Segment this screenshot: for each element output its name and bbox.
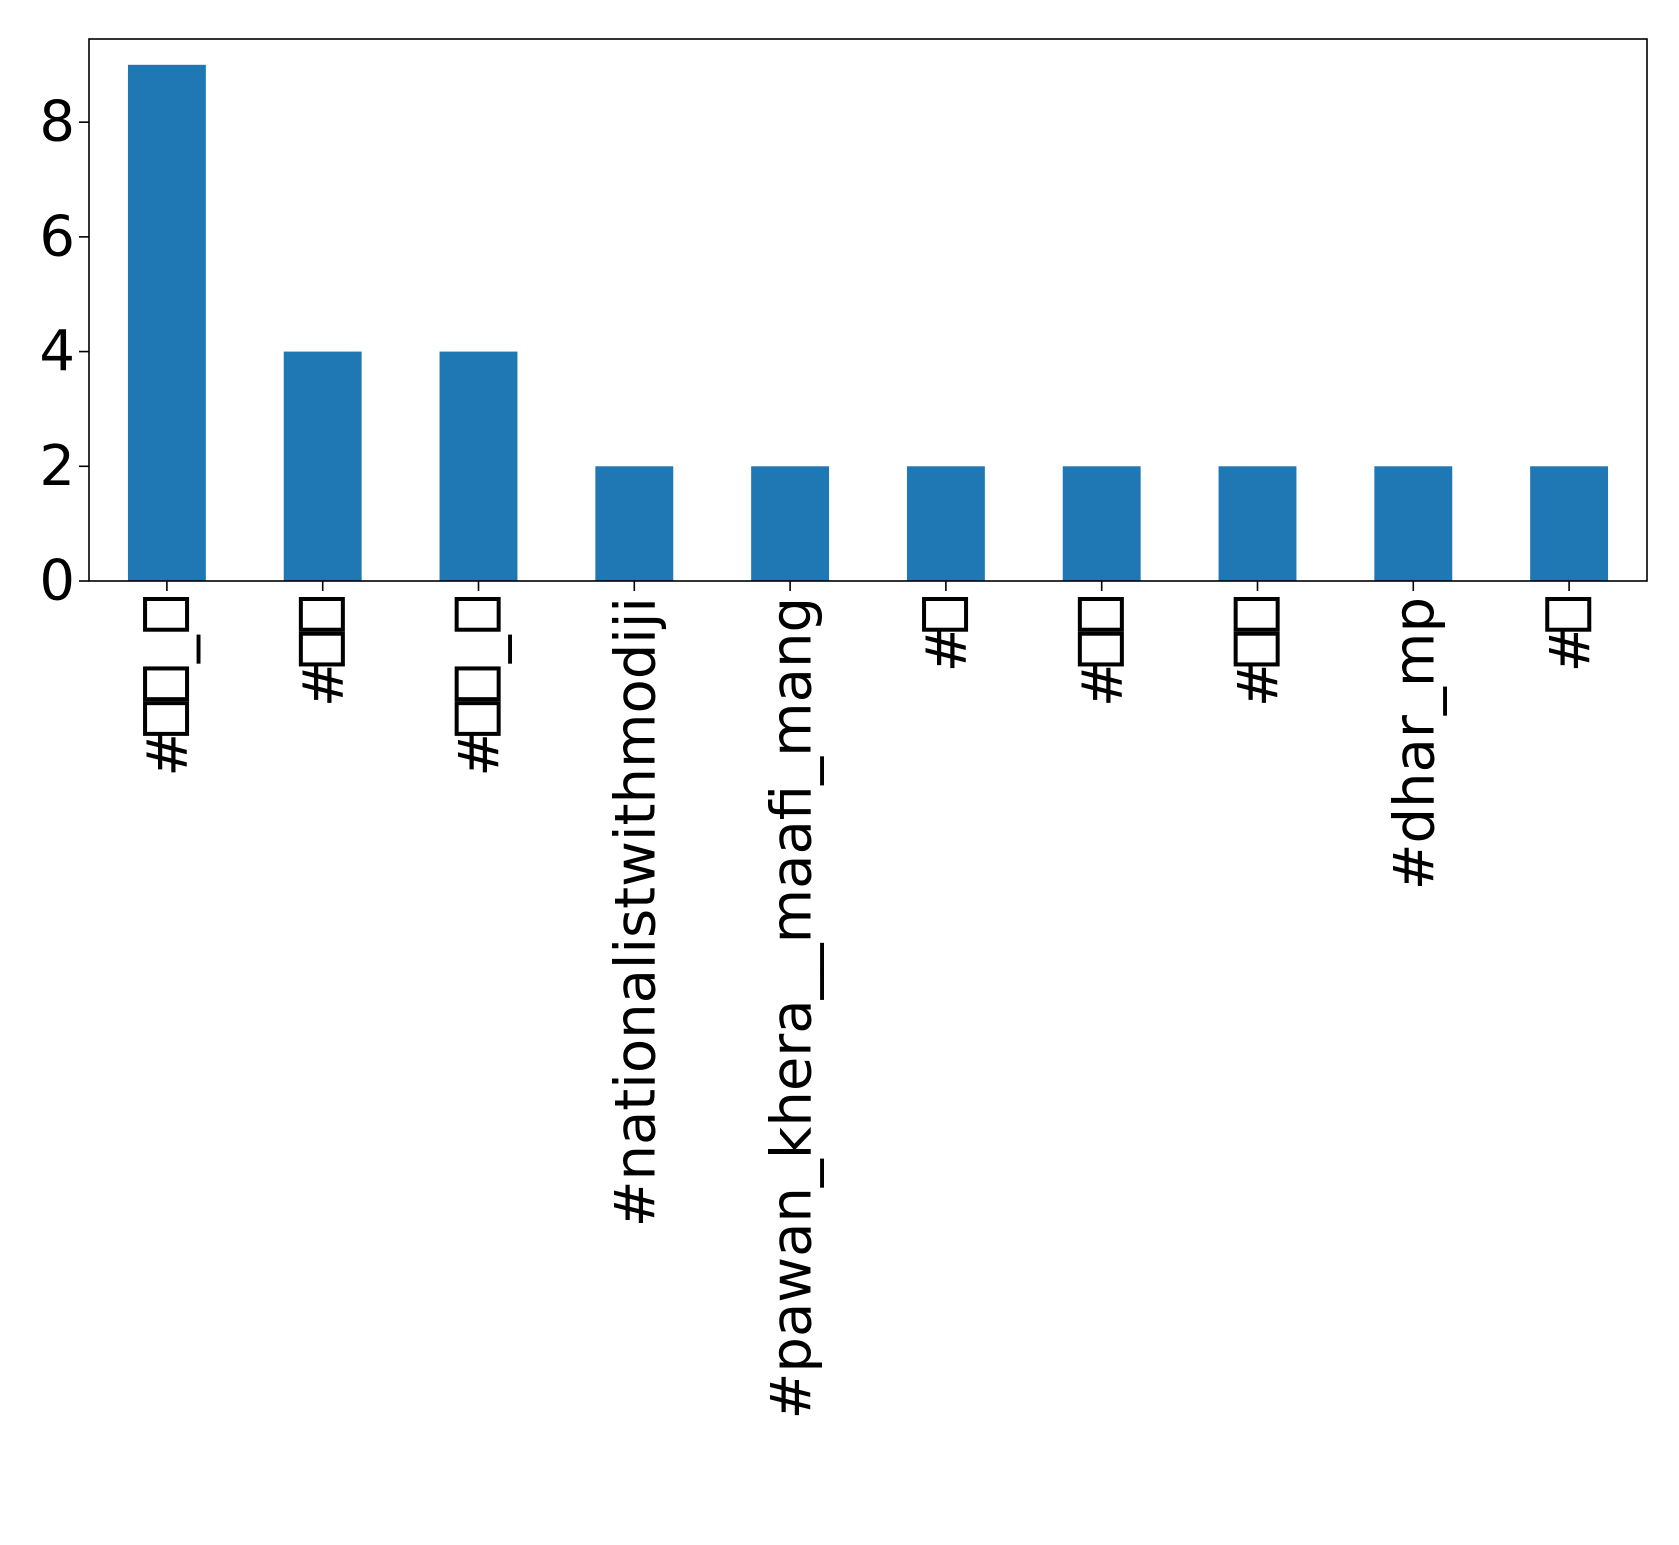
bar-5 [906, 466, 985, 581]
bar-8 [1374, 466, 1453, 581]
x-tick-label: #▯▯# [1071, 597, 1136, 707]
x-tick-label-glyph: # [915, 626, 980, 673]
x-axis: #▯▯_▯#_ #▯▯# #▯▯_▯#_ #nationalistwithmodiji… [136, 581, 1603, 1419]
x-tick-label-glyph: # [1538, 626, 1603, 673]
y-tick-label: 4 [39, 319, 75, 384]
missing-glyph-box [143, 597, 190, 632]
y-tick-label: 0 [39, 549, 75, 614]
bar-0 [127, 64, 206, 582]
missing-glyph-box [454, 701, 501, 736]
missing-glyph-box [143, 666, 190, 702]
x-tick-label: #▯▯_▯#_ [136, 597, 201, 777]
bars [127, 64, 1609, 582]
missing-glyph-box [298, 597, 345, 632]
x-tick-label: #▯▯# [292, 597, 357, 707]
x-tick-label-glyph: _ [136, 634, 201, 664]
y-tick-label: 6 [39, 204, 75, 269]
x-tick-label: #pawan_khera__maafi_mang [759, 597, 824, 1419]
bar-4 [751, 466, 830, 581]
missing-glyph-box [922, 597, 969, 632]
bar-6 [1062, 466, 1141, 581]
bar-7 [1218, 466, 1297, 581]
missing-glyph-box [454, 666, 501, 702]
missing-glyph-box [1077, 597, 1124, 632]
x-tick-label-text: #pawan_khera__maafi_mang [759, 597, 824, 1419]
missing-glyph-box [298, 631, 345, 667]
y-axis: 0 2 4 6 8 [39, 90, 89, 614]
x-tick-label-glyph: # [1071, 660, 1136, 707]
x-tick-label: #▯▯_▯#_ [448, 597, 513, 777]
bar-1 [283, 351, 362, 581]
bar-2 [439, 351, 518, 581]
x-tick-label-text: #nationalistwithmodiji [603, 597, 668, 1227]
missing-glyph-box [1545, 597, 1592, 632]
bar-9 [1530, 466, 1609, 581]
y-tick-label: 8 [39, 90, 75, 155]
x-tick-label-text: #dhar_mp [1382, 597, 1447, 890]
x-tick-label: #dhar_mp [1382, 597, 1447, 890]
x-tick-label: #▯# [915, 597, 980, 673]
x-tick-label-glyph: # [136, 730, 201, 777]
bar-3 [595, 466, 674, 581]
x-tick-label: #nationalistwithmodiji [603, 597, 668, 1227]
x-tick-label-glyph: _ [448, 634, 513, 664]
x-tick-label-glyph: # [448, 730, 513, 777]
x-tick-label: #▯▯# [1227, 597, 1292, 707]
missing-glyph-box [143, 701, 190, 736]
missing-glyph-box [1233, 631, 1280, 667]
x-tick-label-glyph: # [1227, 660, 1292, 707]
missing-glyph-box [454, 597, 501, 632]
x-tick-label-glyph: # [292, 660, 357, 707]
missing-glyph-box [1233, 597, 1280, 632]
missing-glyph-box [1077, 631, 1124, 667]
x-tick-label: #▯# [1538, 597, 1603, 673]
plot-frame [88, 38, 1648, 582]
y-tick-label: 2 [39, 434, 75, 499]
